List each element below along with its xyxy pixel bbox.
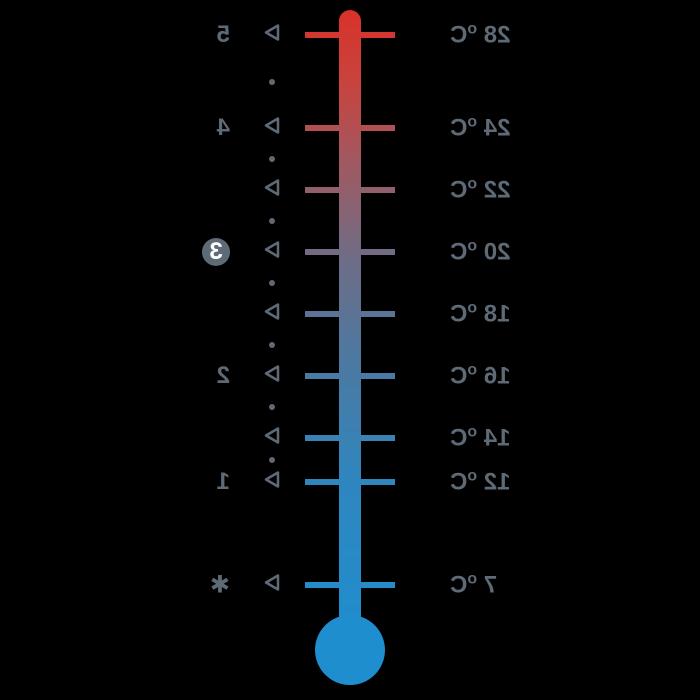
scale-dot — [269, 156, 275, 162]
temp-label: 20 oC — [450, 238, 530, 267]
temp-label: 18 oC — [450, 300, 530, 329]
temp-label: 28 oC — [450, 21, 530, 50]
pointer-icon — [264, 117, 280, 140]
temp-label: 12 oC — [450, 468, 530, 497]
setting-number: 2 — [217, 362, 230, 390]
scale-dot — [269, 79, 275, 85]
pointer-icon — [264, 303, 280, 326]
temp-label: 22 oC — [450, 176, 530, 205]
scale-dot — [269, 280, 275, 286]
temp-label: 16 oC — [450, 362, 530, 391]
thermometer-tick — [305, 582, 395, 588]
setting-number: 5 — [217, 21, 230, 49]
scale-dot — [269, 457, 275, 463]
pointer-icon — [264, 179, 280, 202]
thermometer-tick — [305, 479, 395, 485]
pointer-icon — [264, 24, 280, 47]
temp-label: 14 oC — [450, 424, 530, 453]
scale-dot — [269, 218, 275, 224]
thermometer-tick — [305, 32, 395, 38]
pointer-icon — [264, 365, 280, 388]
thermometer-stem — [339, 10, 361, 640]
thermometer-tick — [305, 249, 395, 255]
thermometer-tick — [305, 187, 395, 193]
pointer-icon — [264, 427, 280, 450]
thermometer-diagram: 28 oC 5 24 oC 4 22 oC 20 oC 3 18 oC 16 oC 2 14 oC 1… — [0, 0, 700, 700]
setting-number: 4 — [217, 114, 230, 142]
temp-label: 24 oC — [450, 114, 530, 143]
temp-label: 7 oC — [450, 571, 530, 600]
setting-number: 3 — [202, 238, 230, 266]
thermometer-tick — [305, 373, 395, 379]
thermometer-tick — [305, 125, 395, 131]
setting-number: 1 — [217, 468, 230, 496]
pointer-icon — [264, 574, 280, 597]
scale-dot — [269, 404, 275, 410]
thermometer-tick — [305, 435, 395, 441]
thermometer-bulb — [315, 615, 385, 685]
pointer-icon — [264, 241, 280, 264]
thermometer-tick — [305, 311, 395, 317]
scale-dot — [269, 342, 275, 348]
snowflake-icon: ✱ — [210, 571, 230, 600]
pointer-icon — [264, 471, 280, 494]
